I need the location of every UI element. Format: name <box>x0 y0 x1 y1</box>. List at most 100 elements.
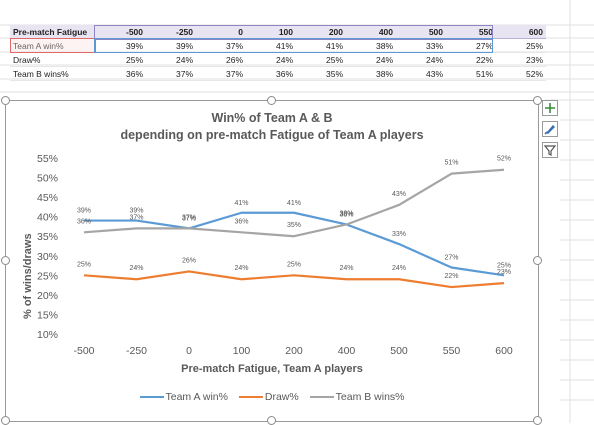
x-tick-label: 200 <box>285 345 303 357</box>
data-table: Pre-match Fatigue -500 -250 0 100 200 40… <box>10 25 546 81</box>
chart-container[interactable]: Win% of Team A & B depending on pre-matc… <box>5 100 539 422</box>
x-tick-label: 500 <box>390 345 408 357</box>
series-line[interactable] <box>83 270 505 289</box>
table-cell[interactable]: 43% <box>396 66 446 81</box>
table-cell[interactable]: 25% <box>296 52 346 67</box>
table-row: Draw% 25% 24% 26% 24% 25% 24% 24% 22% 23… <box>10 52 546 67</box>
value-range-selection <box>94 38 493 53</box>
y-tick-label: 55% <box>37 153 58 165</box>
table-cell[interactable]: 51% <box>446 66 496 81</box>
y-tick-label: 15% <box>37 309 58 321</box>
table-cell[interactable]: 36% <box>246 66 296 81</box>
table-cell[interactable]: 22% <box>446 52 496 67</box>
table-cell[interactable]: 36% <box>96 66 146 81</box>
x-tick-label: 100 <box>233 345 251 357</box>
resize-handle-top-right[interactable] <box>533 96 542 105</box>
legend-label: Draw% <box>264 391 299 403</box>
resize-handle-right[interactable] <box>533 256 542 265</box>
row-label-team-b[interactable]: Team B wins% <box>10 66 96 81</box>
y-tick-label: 50% <box>37 173 58 185</box>
table-cell[interactable]: 25% <box>496 38 546 53</box>
resize-handle-top[interactable] <box>267 96 276 105</box>
table-cell[interactable]: 35% <box>296 66 346 81</box>
chart-elements-button[interactable] <box>542 100 558 116</box>
table-cell[interactable]: 23% <box>496 52 546 67</box>
data-label: 38% <box>339 211 353 218</box>
table-cell[interactable]: 24% <box>246 52 296 67</box>
legend-swatch <box>238 396 263 399</box>
series-name-selection <box>10 38 96 53</box>
resize-handle-left[interactable] <box>1 256 10 265</box>
brush-icon <box>544 125 555 135</box>
table-row: Team A win% 39% 39% 37% 41% 41% 38% 33% … <box>10 38 546 53</box>
data-label: 43% <box>392 191 406 198</box>
legend-item-team-a[interactable]: Team A win% <box>139 391 228 403</box>
table-cell[interactable]: 26% <box>196 52 246 67</box>
table-cell[interactable]: 24% <box>396 52 446 67</box>
data-label: 22% <box>444 273 458 280</box>
x-tick-label: 600 <box>495 345 513 357</box>
data-label: 35% <box>287 222 301 229</box>
table-cell[interactable]: 38% <box>346 66 396 81</box>
data-label: 39% <box>129 208 143 215</box>
table-cell[interactable]: 24% <box>346 52 396 67</box>
legend-item-draw[interactable]: Draw% <box>238 391 299 403</box>
resize-handle-bottom-right[interactable] <box>533 416 542 425</box>
data-label: 37% <box>129 214 143 221</box>
resize-handle-bottom[interactable] <box>267 416 276 425</box>
x-axis-title: Pre-match Fatigue, Team A players <box>181 363 363 375</box>
table-header-row: Pre-match Fatigue -500 -250 0 100 200 40… <box>10 25 546 39</box>
table-header-label[interactable]: Pre-match Fatigue <box>10 25 96 39</box>
legend-item-team-b[interactable]: Team B wins% <box>309 391 405 403</box>
data-label: 25% <box>497 262 511 269</box>
data-label: 41% <box>287 200 301 207</box>
table-header-cell[interactable]: -500 <box>96 25 146 39</box>
chart-title: Win% of Team A & B <box>211 111 333 125</box>
table-header-cell[interactable]: 0 <box>196 25 246 39</box>
series-line[interactable] <box>84 211 505 277</box>
data-label: 23% <box>497 269 511 276</box>
data-label: 24% <box>234 265 248 272</box>
data-label: 38% <box>339 210 353 217</box>
resize-handle-bottom-left[interactable] <box>1 416 10 425</box>
data-label: 37% <box>182 215 196 222</box>
data-label: 51% <box>444 160 458 167</box>
chart-styles-button[interactable] <box>542 121 558 137</box>
category-range-selection <box>94 25 493 40</box>
filter-icon <box>543 145 557 156</box>
series-line[interactable] <box>83 168 505 238</box>
y-tick-label: 25% <box>37 270 58 282</box>
chart-filters-button[interactable] <box>542 142 558 158</box>
data-label: 36% <box>77 218 91 225</box>
y-tick-label: 45% <box>37 192 58 204</box>
table-header-cell[interactable]: -250 <box>146 25 196 39</box>
table-header-cell[interactable]: 600 <box>496 25 546 39</box>
data-label: 25% <box>287 261 301 268</box>
y-tick-label: 30% <box>37 251 58 263</box>
y-tick-label: 35% <box>37 231 58 243</box>
x-tick-label: 0 <box>186 345 192 357</box>
data-label: 24% <box>339 265 353 272</box>
table-header-cell[interactable]: 500 <box>396 25 446 39</box>
table-cell[interactable]: 37% <box>146 66 196 81</box>
table-cell[interactable]: 25% <box>96 52 146 67</box>
chart-legend: Team A win% Draw% Team B wins% <box>6 391 538 403</box>
table-cell[interactable]: 37% <box>196 66 246 81</box>
resize-handle-top-left[interactable] <box>1 96 10 105</box>
table-header-cell[interactable]: 100 <box>246 25 296 39</box>
plot-area: 10% 15% 20% 25% 30% 35% 40% 45% 50% 55% -500 -250 0… <box>37 153 513 357</box>
data-label: 52% <box>497 156 511 163</box>
row-label-draw[interactable]: Draw% <box>10 52 96 67</box>
y-tick-label: 20% <box>37 290 58 302</box>
table-row: Team B wins% 36% 37% 37% 36% 35% 38% 43%… <box>10 66 546 81</box>
y-tick-label: 10% <box>37 329 58 341</box>
legend-label: Team A win% <box>165 391 228 403</box>
table-cell[interactable]: 24% <box>146 52 196 67</box>
data-label: 41% <box>234 200 248 207</box>
table-header-cell[interactable]: 400 <box>346 25 396 39</box>
data-label: 36% <box>234 218 248 225</box>
legend-label: Team B wins% <box>335 391 405 403</box>
table-cell[interactable]: 52% <box>496 66 546 81</box>
data-label: 25% <box>77 261 91 268</box>
data-label: 33% <box>392 231 406 238</box>
